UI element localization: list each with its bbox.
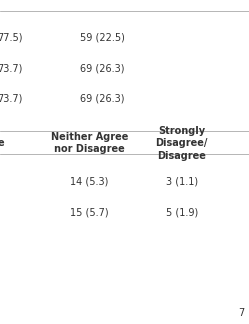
Text: 73.7): 73.7) <box>0 63 23 73</box>
Text: 7: 7 <box>238 307 244 318</box>
Text: 5 (1.9): 5 (1.9) <box>166 207 198 217</box>
Text: e: e <box>0 138 4 148</box>
Text: 73.7): 73.7) <box>0 94 23 104</box>
Text: 77.5): 77.5) <box>0 32 23 42</box>
Text: 69 (26.3): 69 (26.3) <box>80 94 124 104</box>
Text: Neither Agree
nor Disagree: Neither Agree nor Disagree <box>51 132 128 155</box>
Text: Strongly
Disagree/
Disagree: Strongly Disagree/ Disagree <box>156 126 208 161</box>
Text: 69 (26.3): 69 (26.3) <box>80 63 124 73</box>
Text: 59 (22.5): 59 (22.5) <box>80 32 124 42</box>
Text: 15 (5.7): 15 (5.7) <box>70 207 109 217</box>
Text: 14 (5.3): 14 (5.3) <box>70 177 109 186</box>
Text: 3 (1.1): 3 (1.1) <box>166 177 198 186</box>
